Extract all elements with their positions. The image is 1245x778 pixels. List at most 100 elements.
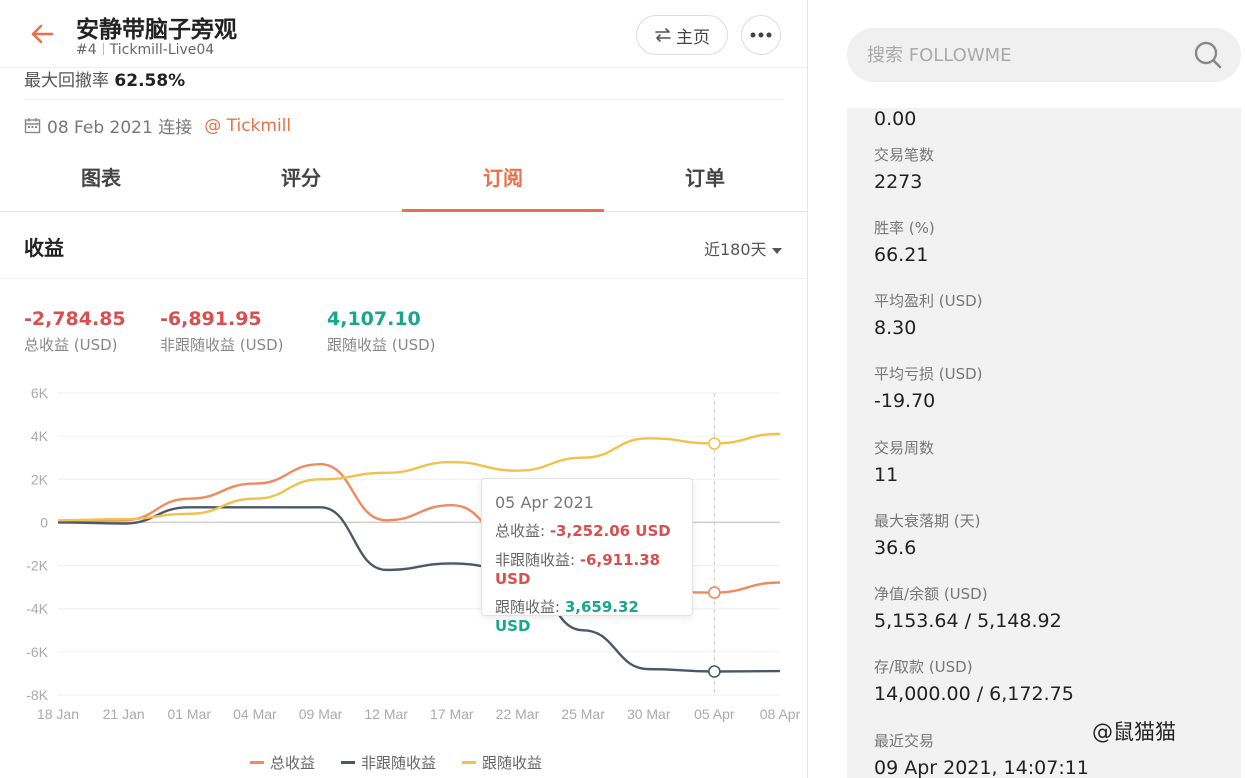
more-button[interactable]: [741, 15, 781, 55]
y-tick-label: -2K: [26, 558, 48, 574]
search-bar: [847, 28, 1241, 82]
watermark: @鼠猫猫: [1092, 720, 1176, 744]
stat-label: 净值/余额 (USD): [874, 585, 988, 603]
y-tick-label: -8K: [26, 687, 48, 703]
stat-value: 36.6: [874, 537, 917, 559]
legend-label: 总收益: [270, 754, 316, 772]
stat-label: 最大衰落期 (天): [874, 512, 981, 530]
stat-label: 存/取款 (USD): [874, 658, 973, 676]
tab-orders[interactable]: 订单: [685, 166, 725, 190]
stat-item: 平均亏损 (USD) -19.70: [874, 363, 983, 412]
stat-value: 8.30: [874, 317, 917, 339]
x-tick-label: 04 Mar: [233, 706, 277, 722]
highlight-point: [708, 586, 721, 599]
stat-label: 交易笔数: [874, 146, 935, 164]
home-label: 主页: [676, 27, 710, 48]
y-tick-label: 2K: [31, 471, 49, 487]
stat-item: 胜率 (%) 66.21: [874, 217, 935, 266]
tooltip-total-label: 总收益:: [495, 522, 550, 540]
divider: [0, 278, 807, 279]
stat-value: 14,000.00 / 6,172.75: [874, 683, 1074, 705]
stat-item: 存/取款 (USD) 14,000.00 / 6,172.75: [874, 656, 1074, 705]
stat-item: 最近交易 09 Apr 2021, 14:07:11: [874, 730, 1089, 778]
legend-item-nonfollow[interactable]: 非跟随收益: [341, 752, 436, 773]
x-tick-label: 22 Mar: [496, 706, 540, 722]
broker-link[interactable]: @ Tickmill: [204, 115, 292, 136]
search-input[interactable]: [867, 28, 1187, 82]
highlight-point: [708, 665, 721, 678]
stat-item: 交易笔数 2273: [874, 144, 934, 193]
highlight-point: [708, 437, 721, 450]
x-tick-label: 30 Mar: [627, 706, 671, 722]
kpi-nonfollow-label: 非跟随收益 (USD): [160, 336, 284, 354]
legend-swatch: [250, 761, 264, 764]
divider: [24, 99, 784, 100]
stat-label: 平均亏损 (USD): [874, 365, 983, 383]
connect-date: 08 Feb 2021 连接: [47, 118, 193, 138]
kpi-follow: 4,107.10 跟随收益 (USD): [327, 308, 436, 355]
legend-item-total[interactable]: 总收益: [250, 752, 315, 773]
stats-list: 0.00 交易笔数 2273 胜率 (%) 66.21 平均盈利 (USD) 8…: [847, 108, 1241, 778]
stats-sidebar: 0.00 交易笔数 2273 胜率 (%) 66.21 平均盈利 (USD) 8…: [809, 0, 1245, 778]
y-tick-label: 0: [40, 514, 48, 530]
legend-item-follow[interactable]: 跟随收益: [462, 752, 542, 773]
stat-item: 净值/余额 (USD) 5,153.64 / 5,148.92: [874, 583, 1062, 632]
profit-line-chart[interactable]: 6K 4K 2K 0 -2K -4K -6K -8K 18 Jan 21 Jan 01 Mar 04 …: [0, 380, 808, 725]
stat-value: 5,153.64 / 5,148.92: [874, 610, 1062, 632]
tooltip-follow-label: 跟随收益:: [495, 598, 565, 616]
stat-value: 09 Apr 2021, 14:07:11: [874, 757, 1089, 778]
calendar-icon: [24, 118, 41, 134]
tab-subscribe[interactable]: 订阅: [402, 152, 604, 212]
x-tick-label: 21 Jan: [103, 706, 145, 722]
tooltip-nonfollow-label: 非跟随收益:: [495, 551, 580, 569]
stat-label: 胜率 (%): [874, 219, 935, 237]
y-tick-label: 4K: [31, 428, 49, 444]
y-tick-label: 6K: [31, 385, 49, 401]
tab-rating[interactable]: 评分: [281, 166, 321, 190]
section-title: 收益: [24, 236, 64, 260]
trader-subtitle: #4 Tickmill-Live04: [76, 42, 214, 58]
tooltip-follow-value: 3,659.32 USD: [495, 598, 639, 635]
stat-label: 交易周数: [874, 439, 935, 457]
period-dropdown[interactable]: 近180天: [704, 236, 782, 260]
tab-bar: 图表 评分 订阅 订单: [0, 152, 807, 212]
tooltip-total-value: -3,252.06 USD: [549, 522, 671, 540]
kpi-total-value: -2,784.85: [24, 308, 126, 330]
tooltip-date: 05 Apr 2021: [495, 493, 594, 512]
tooltip-nonfollow-value: -6,911.38 USD: [495, 551, 661, 588]
legend-swatch: [462, 761, 477, 764]
connect-info: 08 Feb 2021 连接 @ Tickmill: [24, 113, 291, 138]
stat-label: 最近交易: [874, 732, 935, 750]
x-tick-label: 25 Mar: [561, 706, 605, 722]
x-tick-label: 18 Jan: [37, 706, 79, 722]
kpi-nonfollow-value: -6,891.95: [160, 308, 262, 330]
swap-icon: [655, 28, 671, 42]
kpi-follow-label: 跟随收益 (USD): [327, 336, 436, 354]
stat-value: 0.00: [874, 108, 917, 130]
kpi-total: -2,784.85 总收益 (USD): [24, 308, 126, 355]
kpi-nonfollow: -6,891.95 非跟随收益 (USD): [160, 308, 284, 355]
stat-item: 交易周数 11: [874, 437, 934, 486]
header: 安静带脑子旁观 #4 Tickmill-Live04 主页: [0, 0, 807, 68]
tooltip-row-follow: 跟随收益: 3,659.32 USD: [495, 596, 679, 635]
y-tick-label: -4K: [26, 601, 48, 617]
stat-label: 平均盈利 (USD): [874, 292, 983, 310]
max-drawdown-value: 62.58%: [114, 71, 186, 91]
period-label: 近180天: [704, 240, 767, 259]
trader-detail-panel: 安静带脑子旁观 #4 Tickmill-Live04 主页 最大回撤率 62.58…: [0, 0, 808, 778]
search-icon[interactable]: [1193, 40, 1223, 70]
legend-label: 跟随收益: [482, 754, 543, 772]
tab-chart[interactable]: 图表: [81, 166, 121, 190]
account-name: Tickmill-Live04: [109, 42, 215, 58]
stat-item: 最大衰落期 (天) 36.6: [874, 510, 980, 559]
x-tick-label: 08 Apr: [760, 706, 801, 722]
max-drawdown-label: 最大回撤率: [24, 71, 109, 91]
stat-item: 平均盈利 (USD) 8.30: [874, 290, 983, 339]
x-tick-label: 09 Mar: [299, 706, 343, 722]
x-tick-label: 12 Mar: [364, 706, 408, 722]
home-button[interactable]: 主页: [636, 15, 728, 55]
x-tick-label: 17 Mar: [430, 706, 474, 722]
back-arrow-icon[interactable]: [28, 20, 56, 48]
x-tick-label: 01 Mar: [167, 706, 211, 722]
stat-value: -19.70: [874, 390, 936, 412]
